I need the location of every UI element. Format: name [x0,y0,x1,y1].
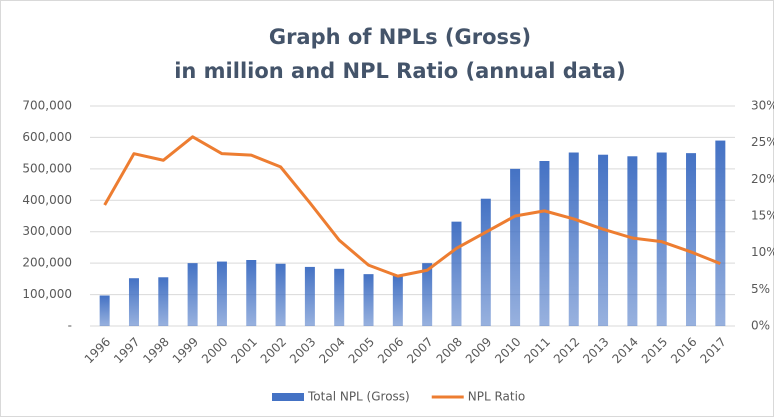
bar [128,278,139,326]
bar [686,153,697,326]
y-tick-label: 300,000 [22,224,72,238]
bar [510,168,521,326]
y-tick-label: 100,000 [22,287,72,301]
bar [99,295,110,326]
bar [568,152,579,326]
bar [392,275,403,326]
y-tick-label: 400,000 [22,193,72,207]
bar [334,268,345,326]
legend-label: NPL Ratio [468,390,526,404]
legend-label: Total NPL (Gross) [307,390,410,404]
chart-title: in million and NPL Ratio (annual data) [174,59,626,83]
y2-tick-label: 0% [751,319,770,333]
y2-tick-label: 10% [751,245,774,259]
bar [715,140,726,326]
bar [363,274,374,326]
y2-tick-label: 20% [751,172,774,186]
y-tick-label: 600,000 [22,130,72,144]
bar [422,263,433,326]
line [103,135,721,278]
bar [598,154,609,326]
bar [451,221,462,326]
chart-title: Graph of NPLs (Gross) [269,25,531,49]
bar [656,152,667,326]
bar [187,263,198,326]
y2-tick-label: 5% [751,282,770,296]
bar [216,261,227,326]
bar [304,266,315,326]
y-tick-label: 200,000 [22,256,72,270]
bar [158,277,169,326]
bar [627,156,638,326]
y-tick-label: 500,000 [22,161,72,175]
y2-tick-label: 30% [751,99,774,113]
bar [275,263,286,326]
y2-tick-label: 15% [751,209,774,223]
y-tick-label: - [68,319,72,333]
y-tick-label: 700,000 [22,99,72,113]
bar [539,161,550,326]
bar [246,260,257,326]
bar [480,198,491,326]
y2-tick-label: 25% [751,135,774,149]
legend-swatch [272,393,304,401]
